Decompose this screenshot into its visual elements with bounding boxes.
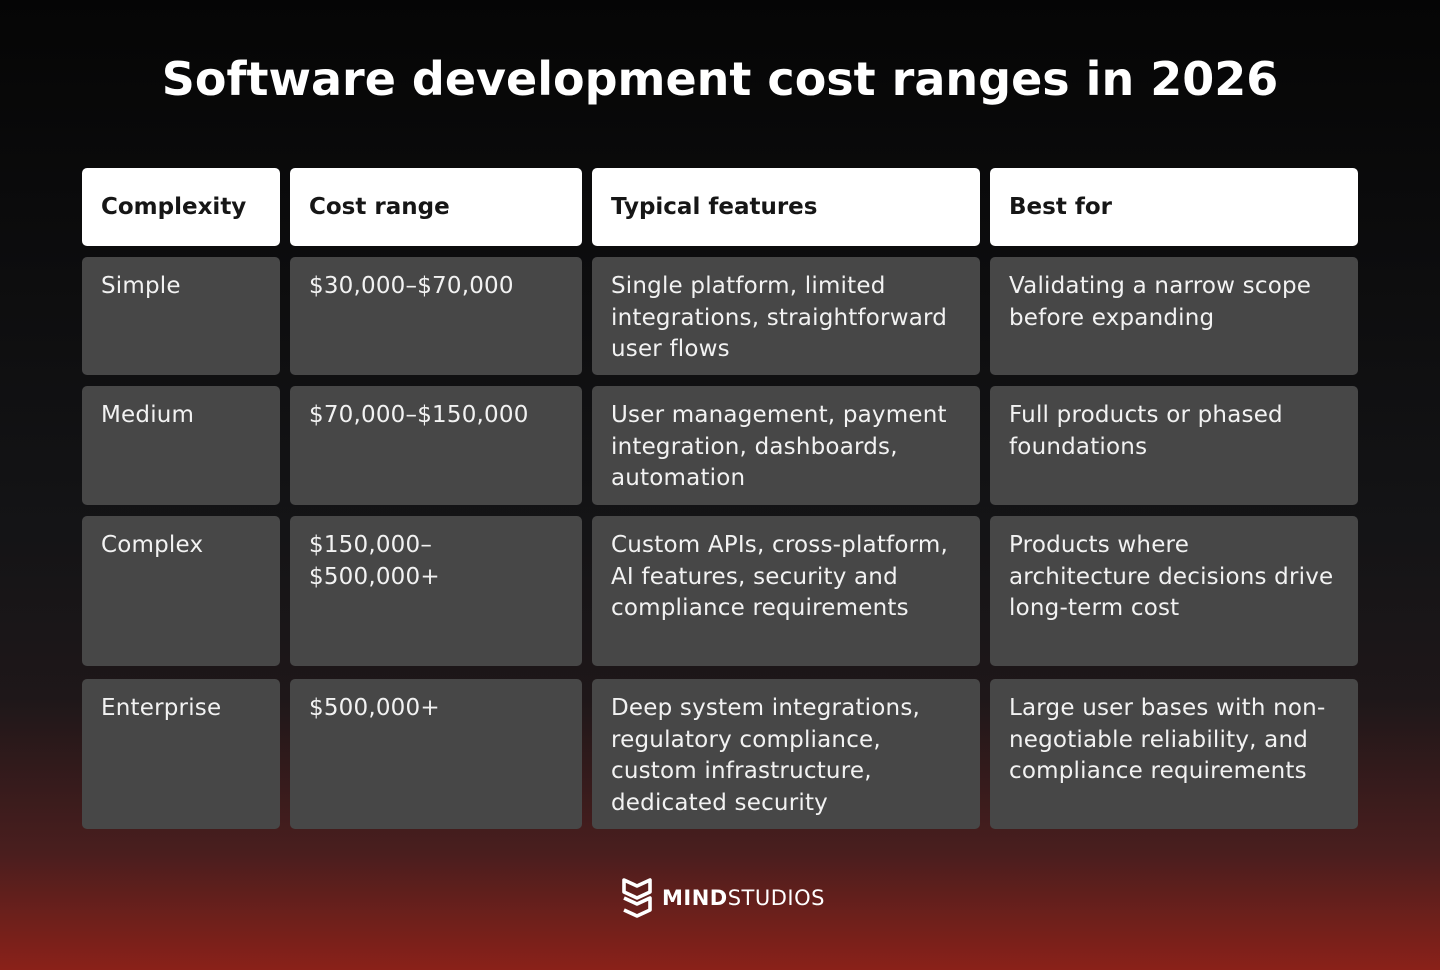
table-header-cell: Typical features [592, 168, 980, 246]
table-cell: Enterprise [82, 679, 280, 829]
brand-logo: MINDSTUDIOS [622, 877, 825, 919]
table-cell: Deep system integrations, regulatory com… [592, 679, 980, 829]
table-cell: Full products or phased foundations [990, 386, 1358, 505]
table-header-cell: Best for [990, 168, 1358, 246]
table-cell: $150,000–$500,000+ [290, 516, 582, 666]
table-header-cell: Complexity [82, 168, 280, 246]
table-cell: Products where architecture decisions dr… [990, 516, 1358, 666]
table-cell: Custom APIs, cross-platform, AI features… [592, 516, 980, 666]
table-cell: User management, payment integration, da… [592, 386, 980, 505]
table-cell: $500,000+ [290, 679, 582, 829]
table-cell: Large user bases with non-negotiable rel… [990, 679, 1358, 829]
table-cell: Validating a narrow scope before expandi… [990, 257, 1358, 375]
brand-name: MINDSTUDIOS [662, 886, 825, 910]
page-title: Software development cost ranges in 2026 [161, 52, 1279, 106]
table-cell: Complex [82, 516, 280, 666]
table-cell: $30,000–$70,000 [290, 257, 582, 375]
table-cell: Simple [82, 257, 280, 375]
table-header-cell: Cost range [290, 168, 582, 246]
table-cell: $70,000–$150,000 [290, 386, 582, 505]
brand-name-bold: MIND [662, 886, 728, 910]
table-cell: Medium [82, 386, 280, 505]
table-cell: Single platform, limited integrations, s… [592, 257, 980, 375]
mind-studios-shield-icon [622, 878, 652, 918]
brand-name-regular: STUDIOS [727, 886, 825, 910]
